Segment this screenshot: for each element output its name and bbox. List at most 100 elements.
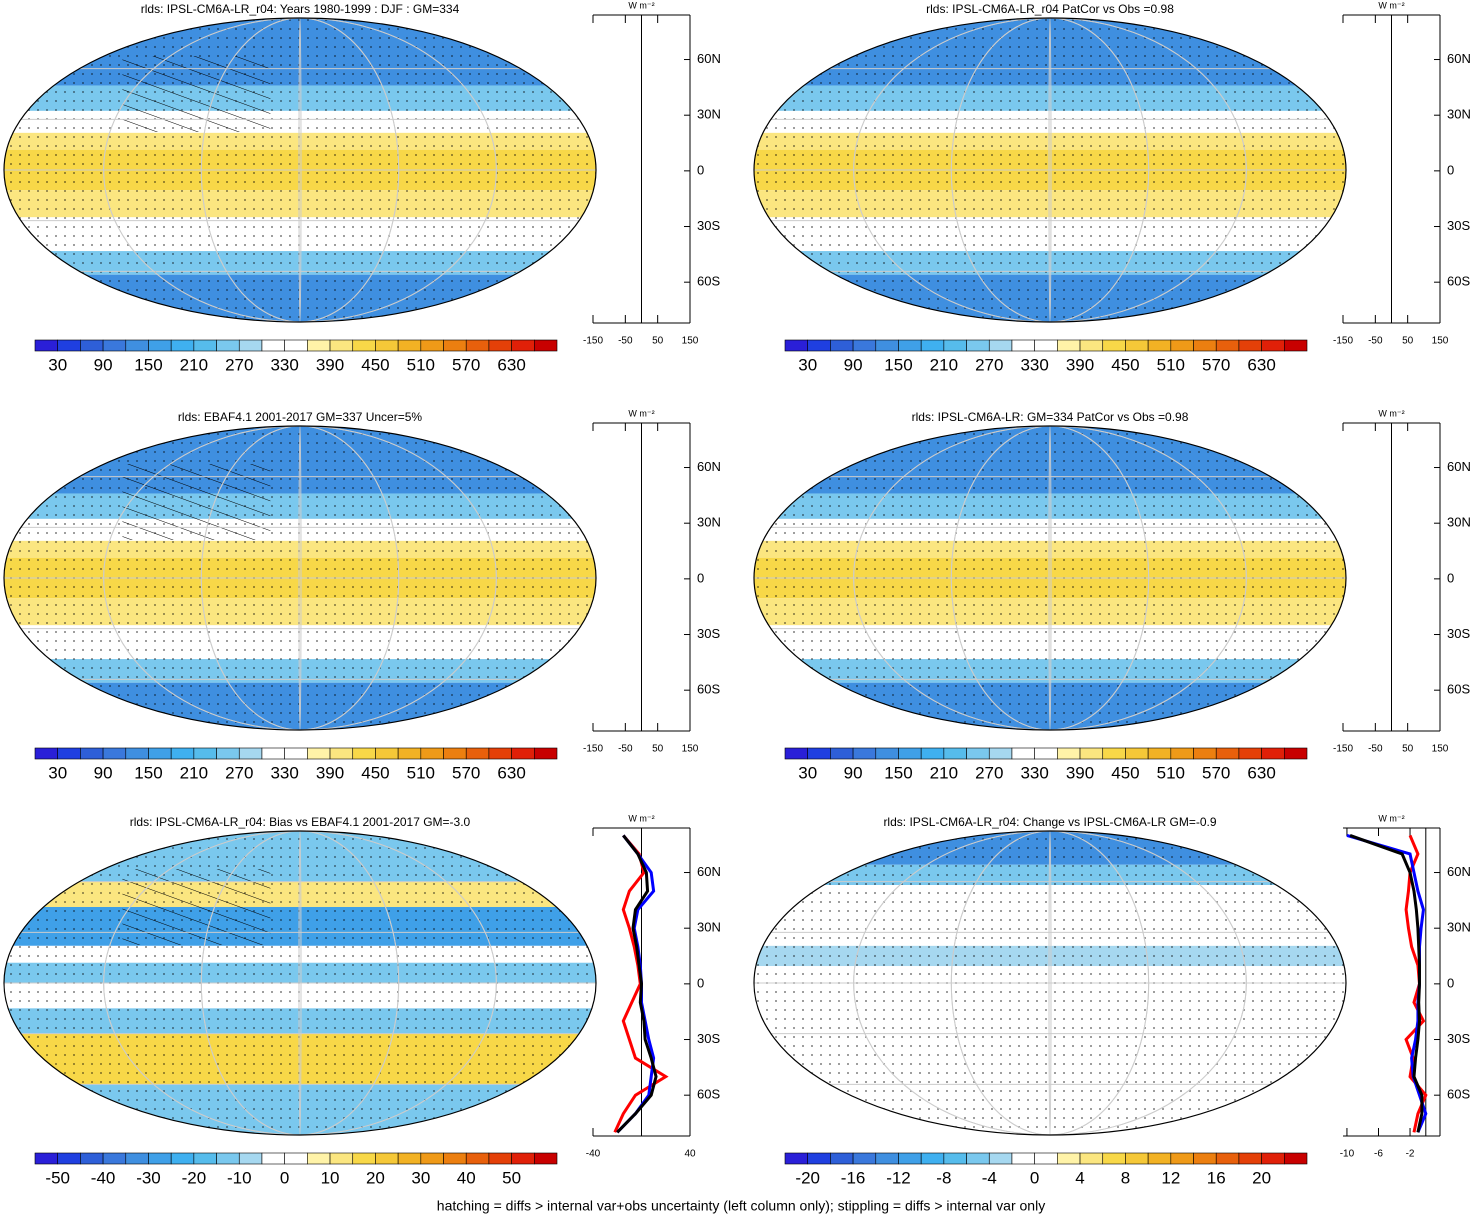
colorbar-box <box>830 747 854 760</box>
zonal-line <box>1349 834 1424 1133</box>
colorbar-label: 30 <box>48 763 67 782</box>
colorbar-box <box>1057 1152 1081 1165</box>
colorbar-box <box>148 1152 172 1165</box>
hatching <box>122 56 271 132</box>
graticule <box>103 831 497 1135</box>
colorbar-box <box>511 747 535 760</box>
graticule <box>200 426 400 730</box>
footer-note: hatching = diffs > internal var+obs unce… <box>437 1198 1045 1214</box>
colorbar-label: 30 <box>798 763 817 782</box>
colorbar-box <box>193 747 217 760</box>
colorbar-label: -4 <box>982 1168 997 1187</box>
colorbar-box <box>261 1152 285 1165</box>
colorbar-box <box>261 339 285 352</box>
colorbar-box <box>420 1152 444 1165</box>
colorbar-label: 8 <box>1121 1168 1130 1187</box>
map <box>4 426 596 730</box>
colorbar-box <box>1057 747 1081 760</box>
y-tick-label: 60N <box>697 51 721 66</box>
y-tick-label: 30S <box>1447 626 1470 641</box>
colorbar-box <box>1193 339 1217 352</box>
colorbar-box <box>443 339 467 352</box>
unit-label: W m⁻² <box>1378 0 1404 10</box>
colorbar: -20 -16 -12 -8 -4 0 4 8 12 16 20 <box>784 1152 1308 1187</box>
colorbar-box <box>875 1152 899 1165</box>
x-tick-label: 150 <box>1432 744 1449 755</box>
colorbar-box <box>34 1152 58 1165</box>
colorbar-label: 30 <box>48 355 67 374</box>
colorbar-box <box>1215 339 1240 352</box>
map <box>4 831 596 1135</box>
colorbar-box <box>1102 747 1126 760</box>
colorbar-box <box>1057 339 1081 352</box>
colorbar: 30 90 150 210 270 330 390 450 510 570 630 <box>784 339 1308 374</box>
colorbar-label: 270 <box>975 763 1003 782</box>
colorbar-box <box>307 1152 331 1165</box>
x-tick-label: -50 <box>618 336 633 347</box>
colorbar-box <box>1284 1152 1308 1165</box>
colorbar-box <box>1034 339 1058 352</box>
colorbar-box <box>943 747 967 760</box>
map-border <box>753 17 1347 323</box>
y-tick-label: 30S <box>1447 218 1470 233</box>
unit-label: W m⁻² <box>628 0 654 10</box>
y-tick-label: 30S <box>697 218 720 233</box>
colorbar-label: 270 <box>225 763 253 782</box>
colorbar-box <box>375 339 399 352</box>
colorbar-label: -8 <box>936 1168 951 1187</box>
colorbar-label: -12 <box>886 1168 911 1187</box>
x-tick-label: -40 <box>586 1149 601 1160</box>
graticule <box>200 831 400 1135</box>
graticule <box>853 831 1247 1135</box>
graticule <box>103 426 497 730</box>
x-tick-label: 40 <box>684 1149 696 1160</box>
colorbar-label: 450 <box>361 355 389 374</box>
colorbar-box <box>216 339 240 352</box>
map <box>754 18 1346 322</box>
colorbar-label: 20 <box>366 1168 385 1187</box>
y-tick-label: 60N <box>697 864 721 879</box>
y-tick-label: 30N <box>697 107 721 122</box>
colorbar-label: 90 <box>94 355 113 374</box>
colorbar-label: 390 <box>316 355 344 374</box>
graticule <box>103 18 497 322</box>
y-tick-label: 30N <box>1447 515 1471 530</box>
colorbar-label: 210 <box>930 763 958 782</box>
y-tick-label: 0 <box>697 162 704 177</box>
colorbar-label: -20 <box>795 1168 820 1187</box>
colorbar-label: 150 <box>884 763 912 782</box>
colorbar-label: 12 <box>1161 1168 1180 1187</box>
colorbar-box <box>1079 747 1104 760</box>
colorbar-box <box>1011 339 1035 352</box>
colorbar-box <box>216 747 240 760</box>
map <box>754 426 1346 730</box>
panel-title: rlds: IPSL-CM6A-LR_r04 PatCor vs Obs =0.… <box>926 2 1174 16</box>
colorbar-box <box>1102 1152 1126 1165</box>
colorbar-label: 30 <box>798 355 817 374</box>
colorbar-box <box>1215 747 1240 760</box>
colorbar-box <box>307 747 331 760</box>
colorbar-box <box>329 1152 354 1165</box>
colorbar-box <box>488 1152 512 1165</box>
colorbar-box <box>80 1152 104 1165</box>
graticule <box>298 18 302 322</box>
colorbar-box <box>284 1152 308 1165</box>
colorbar-box <box>920 747 945 760</box>
colorbar-box <box>1170 747 1194 760</box>
colorbar-label: 510 <box>1157 763 1185 782</box>
colorbar-label: 20 <box>1252 1168 1271 1187</box>
colorbar-box <box>1034 747 1058 760</box>
colorbar-box <box>988 747 1013 760</box>
colorbar-box <box>465 339 490 352</box>
colorbar-label: 4 <box>1075 1168 1084 1187</box>
colorbar-box <box>1170 339 1194 352</box>
colorbar-box <box>57 339 81 352</box>
colorbar-box <box>465 1152 490 1165</box>
map-border <box>753 830 1347 1136</box>
colorbar-box <box>125 339 149 352</box>
colorbar: -50 -40 -30 -20 -10 0 10 20 30 40 50 <box>34 1152 558 1187</box>
map-border <box>753 425 1347 731</box>
colorbar-box <box>329 339 354 352</box>
x-tick-label: 150 <box>682 336 699 347</box>
colorbar-box <box>352 339 376 352</box>
